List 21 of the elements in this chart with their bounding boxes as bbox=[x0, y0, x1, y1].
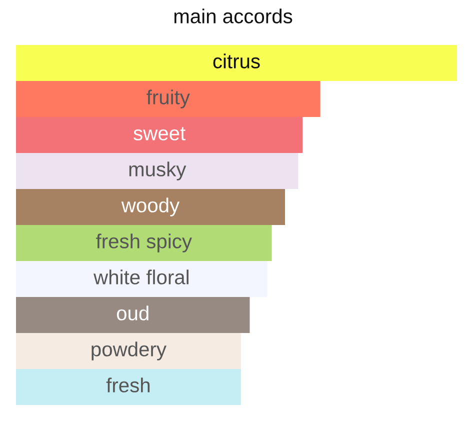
y-tick-label: oud bbox=[116, 306, 148, 320]
y-tick-label: woody bbox=[121, 198, 180, 216]
y-tick-label: citrus bbox=[213, 54, 260, 68]
y-tick-label: fresh spicy bbox=[96, 234, 192, 252]
bar bbox=[16, 45, 457, 81]
bar bbox=[16, 297, 250, 333]
y-tick-label: musky bbox=[129, 162, 186, 180]
y-tick-label: white floral bbox=[94, 270, 188, 284]
bar bbox=[16, 81, 320, 117]
bar bbox=[16, 369, 241, 405]
bar bbox=[16, 153, 298, 189]
bar bbox=[16, 261, 268, 297]
chart-title: main accords bbox=[174, 8, 292, 24]
y-tick-label: fruity bbox=[146, 90, 190, 108]
bar bbox=[16, 189, 286, 225]
bar bbox=[16, 225, 272, 261]
y-tick-label: fresh bbox=[106, 378, 150, 392]
bar bbox=[16, 333, 241, 369]
y-tick-label: sweet bbox=[134, 127, 186, 140]
y-tick-label: powdery bbox=[92, 342, 166, 360]
bar bbox=[16, 117, 303, 153]
